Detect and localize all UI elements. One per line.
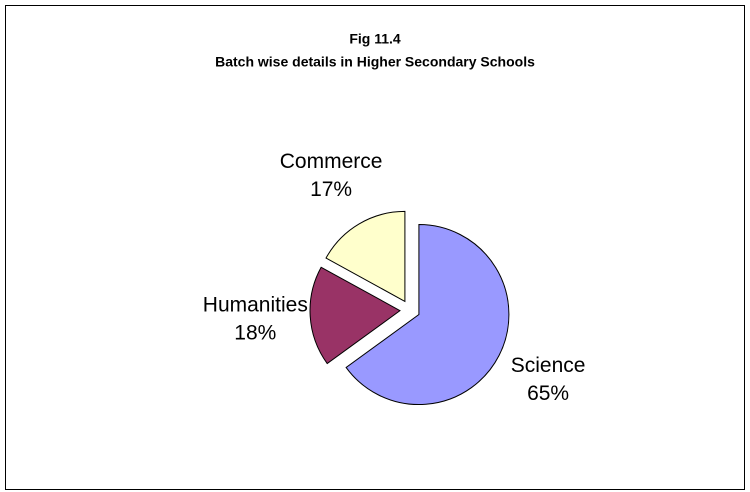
chart-subtitle: Batch wise details in Higher Secondary S…	[215, 54, 535, 70]
slice-label: Commerce	[280, 150, 383, 173]
chart-title: Fig 11.4	[349, 31, 401, 47]
slice-value-label: 18%	[234, 321, 276, 344]
slice-value-label: 17%	[310, 178, 352, 201]
pie-slice	[309, 266, 401, 365]
slice-label: Science	[511, 354, 586, 377]
pie-slice	[345, 224, 510, 406]
slice-value-label: 65%	[527, 382, 569, 405]
pie-slice	[325, 210, 406, 303]
slice-label: Humanities	[203, 293, 308, 316]
